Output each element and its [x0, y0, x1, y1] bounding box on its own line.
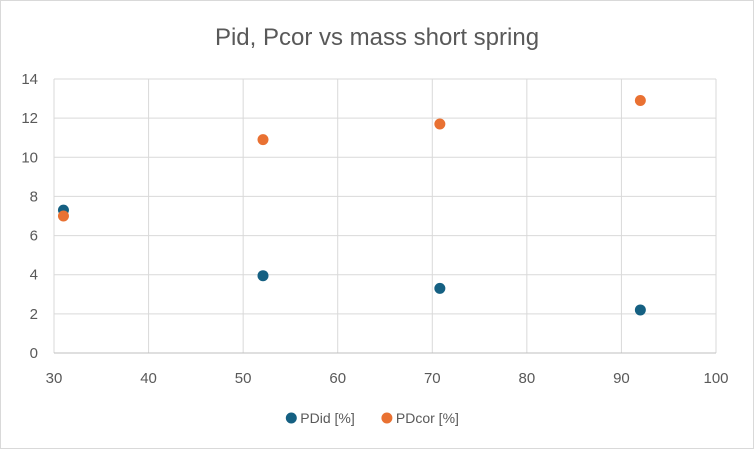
legend-label: PDcor [%] — [396, 410, 459, 426]
y-tick-label: 14 — [21, 71, 38, 88]
y-tick-label: 6 — [30, 228, 38, 245]
data-points — [57, 95, 646, 316]
x-tick-label: 60 — [329, 370, 346, 387]
legend-label: PDid [%] — [300, 410, 354, 426]
y-tick-label: 2 — [30, 306, 38, 323]
y-tick-label: 10 — [21, 149, 38, 166]
x-tick-label: 40 — [140, 370, 157, 387]
x-tick-label: 90 — [613, 370, 630, 387]
x-tick-label: 80 — [519, 370, 536, 387]
data-point — [57, 210, 69, 222]
data-point — [434, 118, 446, 130]
data-point — [257, 270, 269, 282]
x-tick-label: 100 — [703, 370, 728, 387]
data-point — [634, 304, 646, 316]
data-point — [434, 282, 446, 294]
x-tick-label: 30 — [46, 370, 63, 387]
axes: 30 40 50 60 70 80 90 100 0 2 4 6 8 10 12 14 — [21, 71, 728, 387]
x-tick-label: 50 — [235, 370, 252, 387]
y-tick-label: 0 — [30, 345, 38, 362]
y-tick-label: 4 — [30, 267, 38, 284]
legend-marker — [381, 412, 393, 424]
y-tick-label: 8 — [30, 188, 38, 205]
data-point — [634, 95, 646, 107]
x-tick-label: 70 — [424, 370, 441, 387]
legend-marker — [285, 412, 297, 424]
y-tick-label: 12 — [21, 110, 38, 127]
data-point — [257, 134, 269, 146]
chart-title: Pid, Pcor vs mass short spring — [215, 24, 539, 51]
gridlines — [53, 78, 717, 354]
legend: PDid [%] PDcor [%] — [285, 410, 459, 426]
